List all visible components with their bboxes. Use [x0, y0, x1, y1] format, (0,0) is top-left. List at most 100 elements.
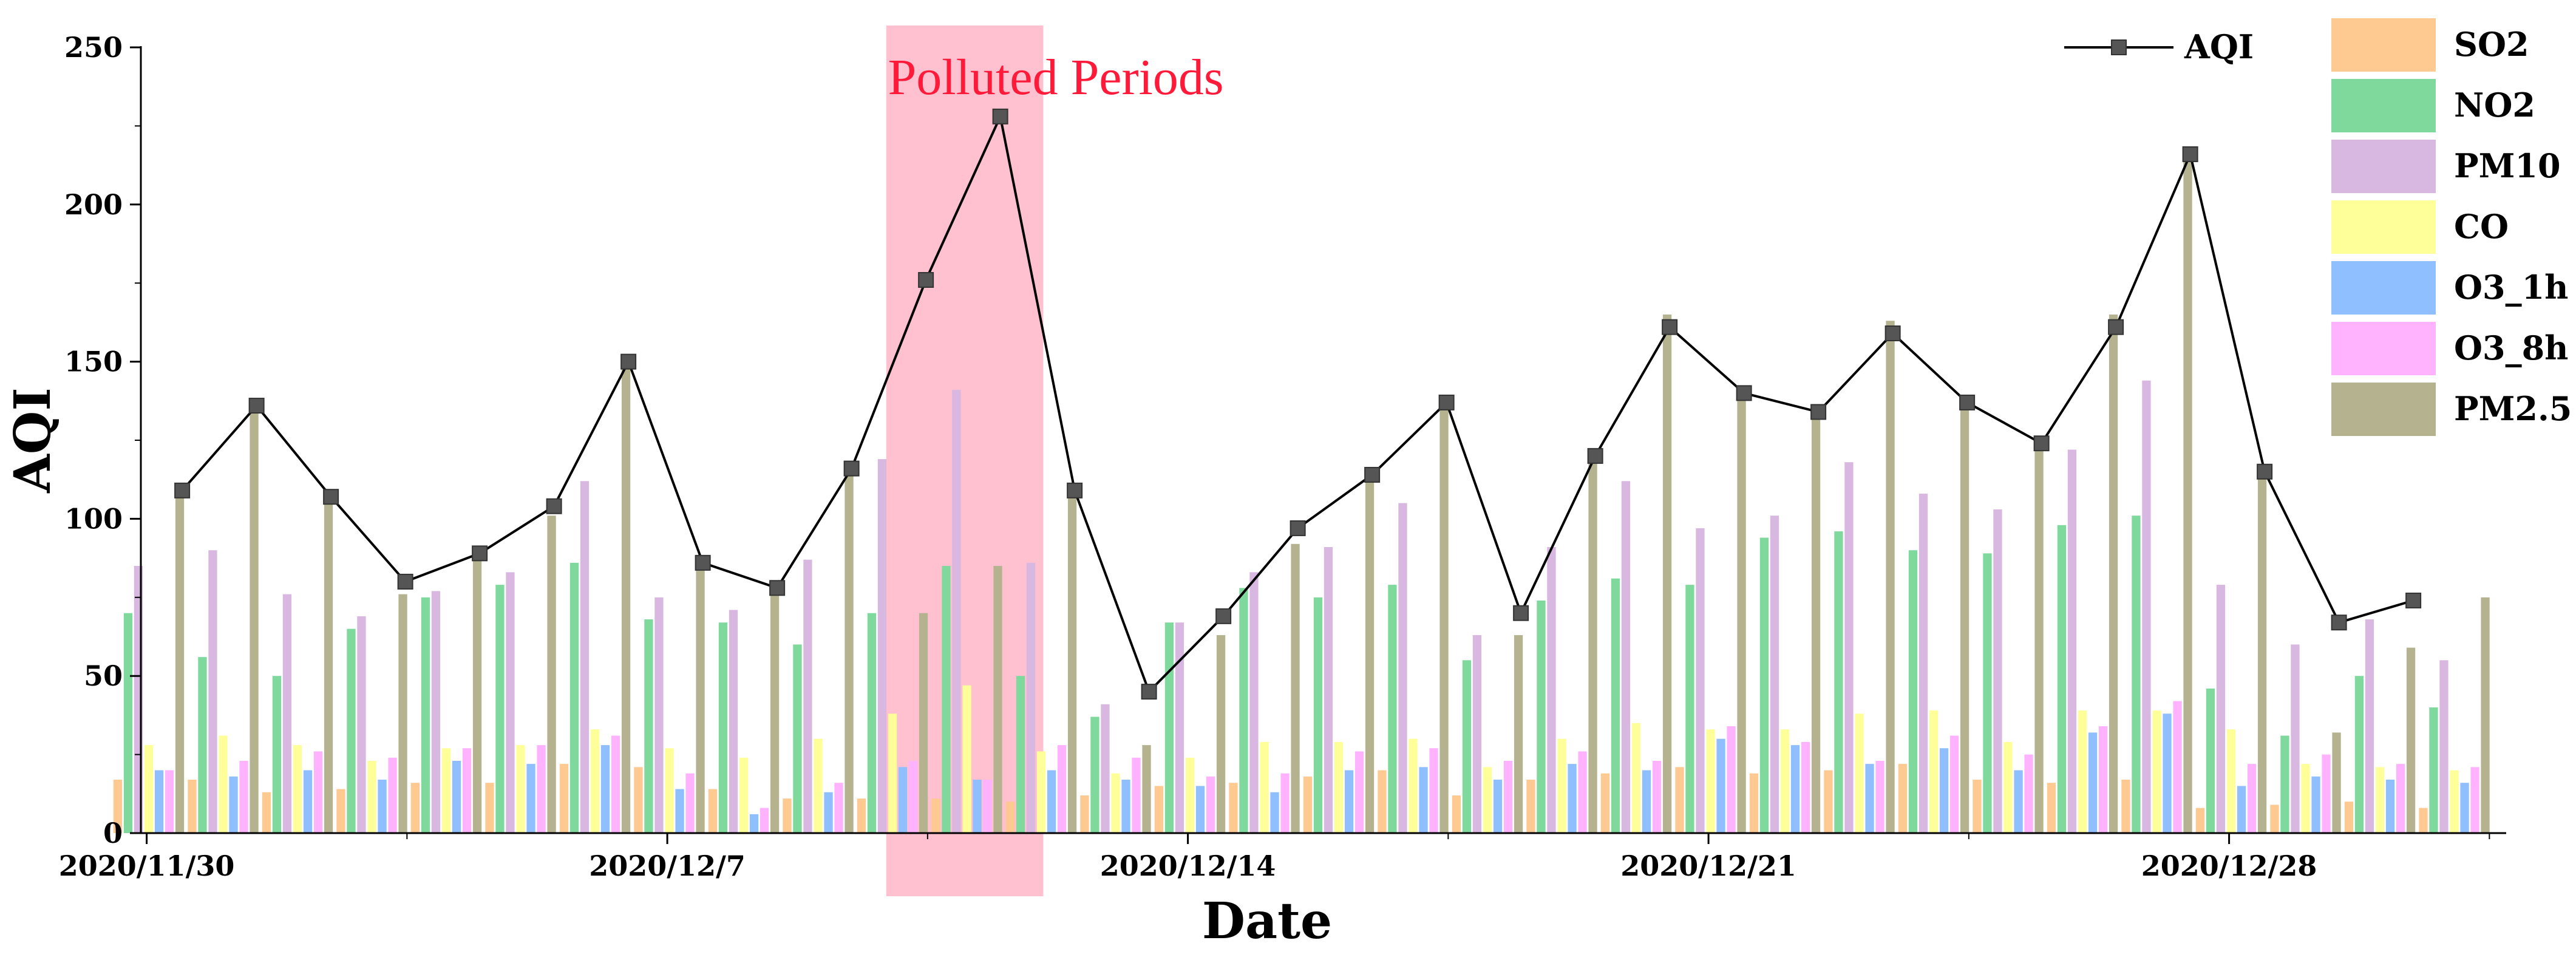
bar	[962, 685, 971, 833]
bar	[1514, 635, 1523, 833]
bar	[824, 792, 833, 833]
aqi-line-layer	[174, 108, 2422, 700]
legend-swatch	[2331, 140, 2436, 193]
bar	[357, 616, 366, 833]
bar	[2301, 764, 2310, 833]
bar	[421, 597, 430, 833]
bar	[1121, 780, 1130, 833]
bar	[1578, 751, 1587, 833]
bar	[2163, 713, 2172, 833]
bar	[1195, 786, 1205, 833]
bar	[749, 814, 759, 833]
bar	[1588, 455, 1597, 833]
aqi-marker	[2182, 146, 2198, 162]
bar	[1834, 531, 1843, 833]
bar	[590, 729, 600, 833]
bar	[1662, 315, 1672, 833]
bar	[1472, 635, 1482, 833]
bar	[2206, 688, 2215, 833]
bar	[931, 798, 940, 833]
bar	[2270, 805, 2279, 833]
bar	[1898, 764, 1908, 833]
bar	[898, 767, 908, 833]
bar	[1503, 761, 1513, 833]
bar	[1685, 585, 1694, 833]
bar	[1132, 757, 1141, 833]
bar	[272, 676, 282, 833]
bar	[634, 767, 643, 833]
aqi-marker	[843, 460, 860, 477]
bar	[1908, 550, 1918, 833]
x-tick-label: 2020/12/7	[589, 849, 746, 882]
legend-label: O3_8h	[2454, 329, 2568, 367]
bar	[1801, 741, 1810, 833]
bar	[877, 459, 887, 833]
bar	[654, 597, 664, 833]
bar	[1185, 757, 1195, 833]
y-tick-label: 250	[64, 31, 123, 64]
aqi-marker	[1959, 394, 1976, 410]
bar	[1652, 761, 1662, 833]
bar	[1111, 773, 1120, 833]
bar	[1770, 516, 1779, 833]
bar	[1865, 764, 1874, 833]
aqi-marker	[248, 398, 265, 414]
bar	[1483, 767, 1492, 833]
bar	[1462, 660, 1472, 833]
bar	[441, 748, 451, 833]
aqi-marker	[1215, 608, 1232, 624]
bar	[1239, 588, 1248, 833]
bar	[1568, 764, 1577, 833]
bar	[600, 745, 610, 833]
legend-label: PM10	[2454, 146, 2561, 185]
bar	[1409, 738, 1418, 833]
bar	[952, 390, 961, 833]
bar	[208, 550, 217, 833]
series-o3-8h	[165, 701, 2479, 833]
bar	[1886, 321, 1895, 833]
series-so2	[113, 764, 2428, 833]
bar	[2109, 315, 2118, 833]
bar	[547, 516, 556, 833]
bar	[250, 399, 259, 833]
bar	[1696, 528, 1705, 833]
bar	[1154, 786, 1164, 833]
bar	[2396, 764, 2405, 833]
bar	[2419, 808, 2428, 833]
bar	[1354, 751, 1364, 833]
bar	[1280, 773, 1290, 833]
bar	[1206, 776, 1215, 833]
bar	[1036, 751, 1046, 833]
bar	[2481, 597, 2490, 833]
aqi-marker	[1662, 319, 1678, 335]
bar	[1291, 543, 1300, 833]
legend-swatch	[2331, 383, 2436, 436]
bar	[2247, 764, 2257, 833]
bar	[219, 735, 228, 833]
bar	[611, 735, 620, 833]
bar	[1675, 767, 1684, 833]
y-tick-label: 50	[84, 659, 123, 692]
bar	[644, 619, 653, 833]
bar	[2088, 732, 2098, 833]
legend-swatch	[2331, 322, 2436, 375]
legend-swatch	[2331, 79, 2436, 132]
bar	[1824, 770, 1833, 833]
bar	[526, 764, 535, 833]
bar	[569, 562, 579, 833]
bar	[1939, 748, 1949, 833]
legend-swatch	[2331, 18, 2436, 72]
bar	[685, 773, 695, 833]
bar	[983, 780, 992, 833]
bar	[198, 657, 207, 833]
bar	[1780, 729, 1790, 833]
legend-aqi-marker	[2111, 39, 2127, 55]
x-tick-label: 2020/11/30	[59, 849, 235, 882]
bar	[1949, 735, 1959, 833]
bar	[675, 789, 684, 833]
bar	[1175, 622, 1184, 833]
bar	[1016, 676, 1025, 833]
bar	[2034, 440, 2044, 833]
bar	[2121, 780, 2130, 833]
bar	[1621, 481, 1631, 833]
